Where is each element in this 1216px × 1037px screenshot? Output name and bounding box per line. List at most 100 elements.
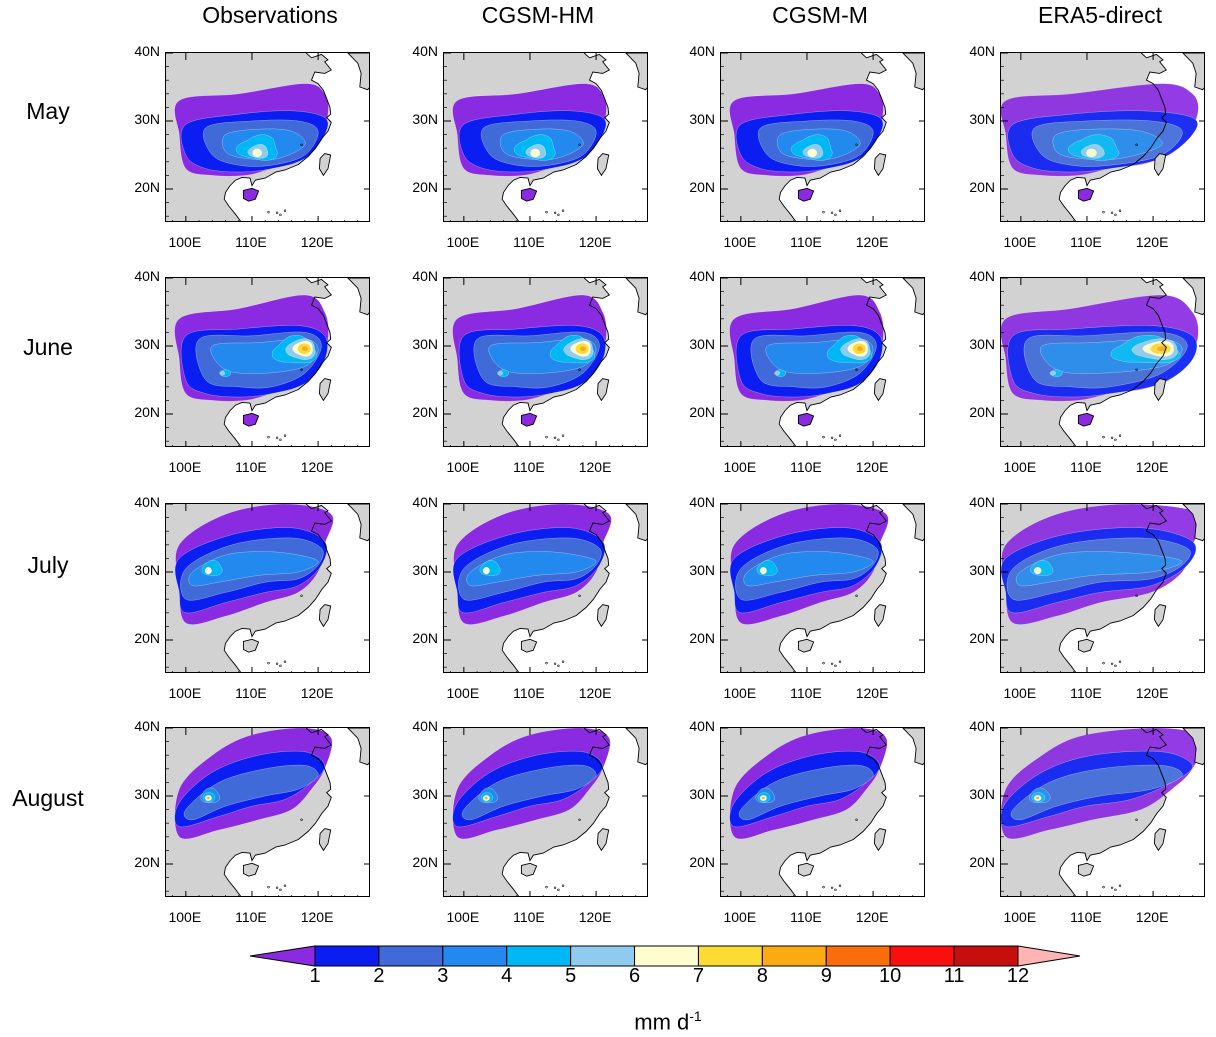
column-title-3: ERA5-direct: [1038, 2, 1162, 28]
lon-tick-label: 120E: [578, 459, 612, 475]
lon-tick-label: 120E: [1135, 685, 1169, 701]
lat-tick-label: 30N: [412, 786, 438, 802]
lon-tick-label: 100E: [723, 909, 757, 925]
lon-tick-label: 100E: [1003, 685, 1037, 701]
precip-contour: [1010, 764, 1183, 821]
lat-tick-label: 30N: [134, 336, 160, 352]
row-label-0: May: [26, 98, 70, 124]
lat-tick-label: 20N: [412, 404, 438, 420]
lon-tick-label: 100E: [446, 234, 480, 250]
lat-tick-label: 40N: [969, 43, 995, 59]
colorbar-swatch: [314, 945, 380, 967]
lon-tick-label: 110E: [513, 685, 545, 701]
lon-tick-label: 100E: [1003, 459, 1037, 475]
lat-tick-label: 30N: [412, 562, 438, 578]
colorbar-level-label: 2: [373, 965, 385, 987]
precip-contour: [761, 796, 766, 800]
lat-tick-label: 20N: [134, 404, 160, 420]
lat-tick-label: 20N: [689, 404, 715, 420]
row-label-1: June: [23, 334, 73, 360]
precip-contour: [183, 764, 319, 821]
map-panel-cgsm-hm-august: [443, 727, 648, 897]
lon-tick-label: 110E: [1070, 459, 1102, 475]
map-panel-observations-june: [165, 277, 370, 447]
map-panel-era5-direct-may: [1000, 52, 1205, 222]
lat-tick-label: 30N: [412, 336, 438, 352]
precip-contour: [497, 370, 504, 376]
precip-contour: [252, 148, 263, 158]
lat-tick-label: 20N: [134, 630, 160, 646]
lon-tick-label: 100E: [168, 234, 202, 250]
lon-tick-label: 110E: [1070, 909, 1102, 925]
lat-tick-label: 20N: [412, 179, 438, 195]
lat-tick-label: 40N: [969, 718, 995, 734]
lat-tick-label: 30N: [134, 786, 160, 802]
lat-tick-label: 20N: [412, 630, 438, 646]
colorbar-level-label: 3: [437, 965, 449, 987]
lat-tick-label: 40N: [134, 268, 160, 284]
lon-tick-label: 110E: [235, 685, 267, 701]
lat-tick-label: 30N: [134, 111, 160, 127]
precip-contour: [482, 566, 490, 575]
precip-contour: [738, 764, 874, 821]
map-panel-cgsm-hm-july: [443, 503, 648, 673]
lat-tick-label: 40N: [969, 494, 995, 510]
lon-tick-label: 110E: [790, 685, 822, 701]
precip-contour: [484, 796, 489, 800]
lat-tick-label: 40N: [689, 494, 715, 510]
colorbar-level-label: 4: [501, 965, 513, 987]
lon-tick-label: 120E: [1135, 234, 1169, 250]
column-title-1: CGSM-HM: [481, 2, 595, 28]
colorbar-swatch: [506, 945, 572, 967]
lon-tick-label: 100E: [723, 685, 757, 701]
map-panel-cgsm-m-june: [720, 277, 925, 447]
map-panel-era5-direct-june: [1000, 277, 1205, 447]
lon-tick-label: 100E: [168, 909, 202, 925]
precip-contour: [188, 551, 319, 587]
precip-contour: [219, 370, 226, 376]
precip-contour: [1049, 370, 1057, 376]
lon-tick-label: 100E: [446, 909, 480, 925]
colorbar-swatch: [761, 945, 827, 967]
lon-tick-label: 110E: [790, 459, 822, 475]
map-panel-era5-direct-august: [1000, 727, 1205, 897]
lon-tick-label: 110E: [790, 234, 822, 250]
lon-tick-label: 120E: [1135, 459, 1169, 475]
lon-tick-label: 100E: [1003, 909, 1037, 925]
lat-tick-label: 20N: [689, 179, 715, 195]
lat-tick-label: 20N: [689, 854, 715, 870]
lon-tick-label: 120E: [578, 909, 612, 925]
lat-tick-label: 30N: [689, 786, 715, 802]
lon-tick-label: 100E: [446, 685, 480, 701]
lat-tick-label: 20N: [134, 179, 160, 195]
lon-tick-label: 110E: [513, 234, 545, 250]
lon-tick-label: 120E: [300, 909, 334, 925]
map-panel-observations-august: [165, 727, 370, 897]
colorbar-level-label: 5: [565, 965, 577, 987]
precip-contour: [1015, 551, 1183, 587]
lon-tick-label: 110E: [235, 459, 267, 475]
lat-tick-label: 40N: [969, 268, 995, 284]
lat-tick-label: 30N: [969, 562, 995, 578]
lat-tick-label: 40N: [134, 718, 160, 734]
lat-tick-label: 20N: [969, 179, 995, 195]
precip-contour: [807, 148, 818, 158]
colorbar-level-label: 6: [628, 965, 641, 987]
lat-tick-label: 20N: [689, 630, 715, 646]
colorbar: [250, 945, 1081, 967]
precip-contour: [206, 796, 211, 800]
precip-contour: [579, 345, 587, 352]
colorbar-units: mm d-1: [634, 1008, 702, 1035]
lat-tick-label: 30N: [969, 786, 995, 802]
lon-tick-label: 120E: [300, 459, 334, 475]
lon-tick-label: 100E: [168, 685, 202, 701]
precip-contour: [856, 345, 864, 352]
lon-tick-label: 120E: [300, 685, 334, 701]
precip-contour: [204, 566, 212, 575]
precip-contour: [461, 764, 597, 821]
column-title-0: Observations: [202, 2, 338, 28]
lat-tick-label: 30N: [689, 336, 715, 352]
colorbar-level-label: 1: [309, 965, 321, 987]
lat-tick-label: 40N: [412, 494, 438, 510]
map-panel-cgsm-m-august: [720, 727, 925, 897]
